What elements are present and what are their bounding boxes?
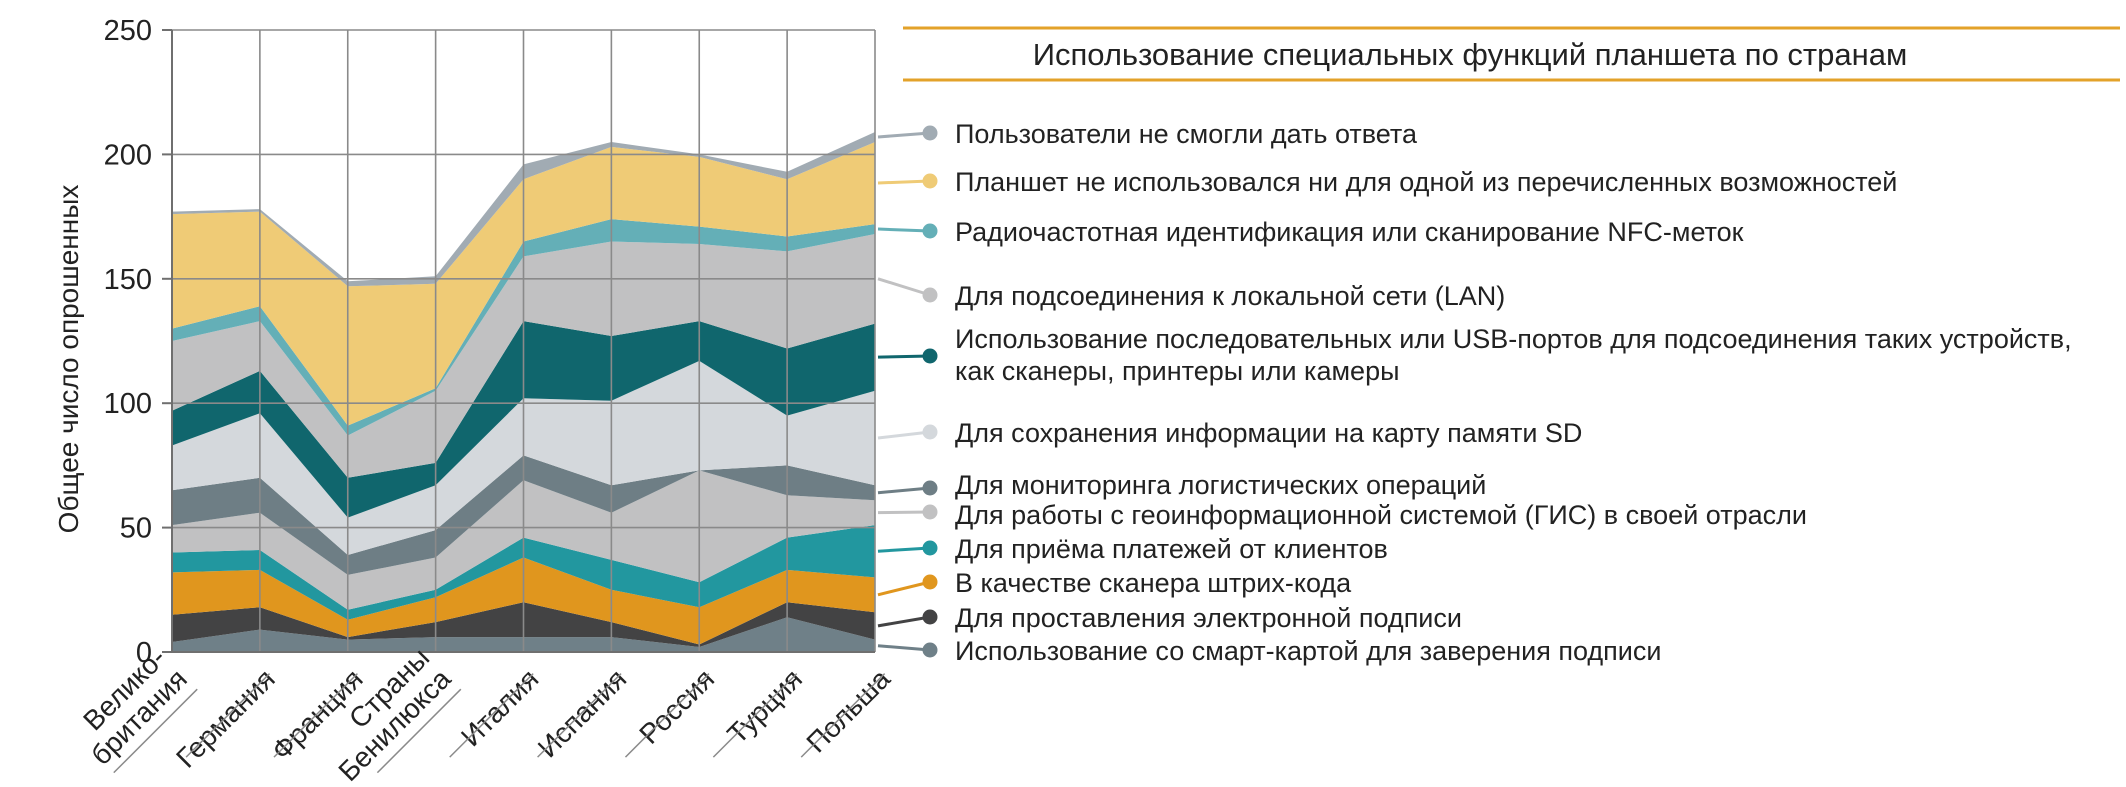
legend-marker	[922, 125, 938, 141]
x-tick-label-9: Польша	[800, 663, 896, 759]
x-tick-underline	[800, 673, 886, 758]
legend-connector	[877, 510, 931, 515]
legend: Пользователи не смогли дать ответа Планше…	[877, 119, 2072, 666]
legend-marker	[922, 609, 938, 625]
legend-connector	[877, 644, 931, 652]
legend-connector	[877, 179, 931, 185]
legend-connector	[877, 430, 931, 440]
area-series-10	[172, 219, 875, 436]
x-tick-underline	[273, 673, 358, 758]
legend-marker	[922, 424, 938, 440]
legend-label: Использование последовательных или USB-п…	[955, 324, 2072, 354]
legend-marker	[922, 223, 938, 239]
legend-marker	[922, 540, 938, 556]
legend-item-12: Использование со смарт-картой для завере…	[877, 636, 1661, 666]
x-tick-label-7: Россия	[624, 663, 720, 758]
legend-label: Для приёма платежей от клиентов	[955, 534, 1388, 564]
legend-marker	[922, 348, 938, 364]
legend-item-9: Для приёма платежей от клиентов	[877, 534, 1388, 564]
legend-label: Пользователи не смогли дать ответа	[955, 119, 1418, 149]
legend-connector	[877, 227, 931, 233]
legend-marker	[922, 642, 938, 658]
legend-label: Для сохранения информации на карту памят…	[955, 418, 1582, 448]
legend-item-10: В качестве сканера штрих-кода	[877, 568, 1352, 598]
legend-connector	[877, 486, 931, 495]
legend-item-4: Для подсоединения к локальной сети (LAN)	[877, 277, 1505, 311]
legend-item-5: Использование последовательных или USB-п…	[877, 324, 2072, 386]
legend-label: Планшет не использовался ни для одной из…	[955, 167, 1897, 197]
x-tick-underline	[449, 673, 534, 758]
y-tick-label-250: 250	[104, 15, 152, 47]
legend-label: В качестве сканера штрих-кода	[955, 568, 1352, 598]
legend-marker	[922, 480, 938, 496]
legend-connector	[877, 546, 931, 553]
legend-connector	[877, 131, 931, 139]
legend-label: Для проставления электронной подписи	[955, 603, 1462, 633]
legend-connector	[877, 354, 931, 359]
legend-marker	[922, 504, 938, 520]
y-tick-label-200: 200	[104, 139, 152, 171]
y-tick-label-50: 50	[120, 513, 152, 545]
legend-label: Радиочастотная идентификация или сканиро…	[955, 217, 1744, 247]
x-tick-underline	[185, 673, 271, 758]
legend-marker	[922, 574, 938, 590]
legend-label: Для мониторинга логистических операций	[955, 470, 1486, 500]
legend-connector	[877, 580, 931, 597]
y-tick-label-0: 0	[136, 637, 152, 669]
y-tick-label-100: 100	[104, 388, 152, 420]
legend-connector	[877, 277, 931, 297]
x-tick-underline	[113, 688, 198, 774]
legend-item-2: Планшет не использовался ни для одной из…	[877, 167, 1897, 197]
legend-item-7: Для мониторинга логистических операций	[877, 470, 1486, 500]
legend-item-3: Радиочастотная идентификация или сканиро…	[877, 217, 1744, 247]
legend-item-6: Для сохранения информации на карту памят…	[877, 418, 1582, 448]
y-tick-label-150: 150	[104, 264, 152, 296]
legend-label: Для подсоединения к локальной сети (LAN)	[955, 281, 1505, 311]
x-tick-underline	[537, 673, 622, 758]
legend-item-1: Пользователи не смогли дать ответа	[877, 119, 1418, 149]
x-tick-underline	[376, 688, 462, 774]
legend-connector	[877, 615, 931, 628]
x-tick-underline	[624, 673, 710, 758]
legend-label: Для работы с геоинформационной системой …	[955, 500, 1807, 530]
title-block: Использование специальных функций планше…	[903, 26, 2120, 82]
legend-label: как сканеры, принтеры или камеры	[955, 356, 1400, 386]
chart-title: Использование специальных функций планше…	[1033, 37, 1908, 72]
legend-item-11: Для проставления электронной подписи	[877, 603, 1462, 633]
x-tick-label-6: Испания	[532, 663, 632, 763]
x-tick-underline	[712, 673, 798, 758]
y-axis-label: Общее число опрошенных	[53, 185, 84, 534]
legend-marker	[922, 173, 938, 189]
legend-item-8: Для работы с геоинформационной системой …	[877, 500, 1807, 530]
legend-label: Использование со смарт-картой для завере…	[955, 636, 1661, 666]
x-tick-label-8: Турция	[712, 663, 808, 758]
legend-marker	[922, 287, 938, 303]
x-tick-label-5: Италия	[449, 663, 544, 758]
